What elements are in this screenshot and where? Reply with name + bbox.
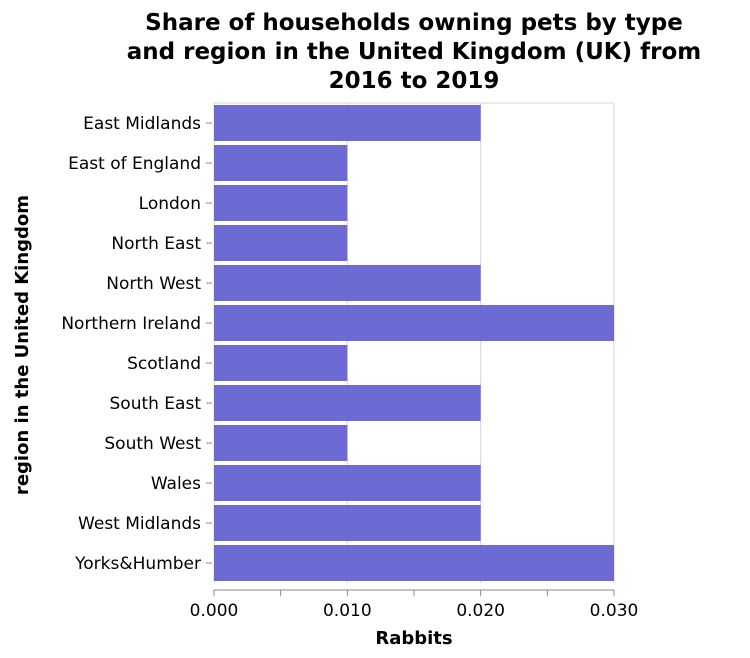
y-tick-label: Yorks&Humber bbox=[74, 554, 201, 574]
y-tick-label: Scotland bbox=[127, 354, 201, 374]
y-tick-label: London bbox=[139, 194, 201, 214]
bar-london bbox=[214, 185, 348, 221]
y-tick-label: Wales bbox=[151, 474, 201, 494]
bars bbox=[214, 105, 614, 581]
y-axis: East Midlands East of England London North … bbox=[61, 114, 212, 574]
chart-title: Share of households owning pets by type a… bbox=[127, 10, 702, 94]
bar-scotland bbox=[214, 345, 348, 381]
y-tick-label: East of England bbox=[68, 154, 201, 174]
bar-west-midlands bbox=[214, 505, 481, 541]
y-tick-label: South West bbox=[104, 434, 201, 454]
bar-wales bbox=[214, 465, 481, 501]
y-tick-label: West Midlands bbox=[78, 514, 201, 534]
x-tick-label: 0.000 bbox=[190, 601, 239, 621]
bar-northern-ireland bbox=[214, 305, 614, 341]
y-tick-label: East Midlands bbox=[83, 114, 201, 134]
bar-yorks-humber bbox=[214, 545, 614, 581]
chart-title-line: 2016 to 2019 bbox=[329, 68, 500, 94]
chart-title-line: Share of households owning pets by type bbox=[145, 10, 683, 36]
x-tick-label: 0.010 bbox=[323, 601, 372, 621]
y-tick-label: Northern Ireland bbox=[61, 314, 201, 334]
x-axis-label: Rabbits bbox=[375, 628, 452, 649]
y-tick-label: South East bbox=[110, 394, 202, 414]
bar-north-west bbox=[214, 265, 481, 301]
x-axis: 0.000 0.010 0.020 0.030 bbox=[190, 589, 639, 621]
chart-title-line: and region in the United Kingdom (UK) fr… bbox=[127, 39, 702, 65]
bar-south-east bbox=[214, 385, 481, 421]
y-tick-label: North East bbox=[111, 234, 201, 254]
x-tick-label: 0.030 bbox=[590, 601, 639, 621]
y-axis-label: region in the United Kingdom bbox=[12, 195, 33, 495]
bar-east-midlands bbox=[214, 105, 481, 141]
bar-south-west bbox=[214, 425, 348, 461]
y-tick-label: North West bbox=[106, 274, 201, 294]
x-tick-label: 0.020 bbox=[456, 601, 505, 621]
bar-north-east bbox=[214, 225, 348, 261]
bar-east-of-england bbox=[214, 145, 348, 181]
grid-lines bbox=[213, 102, 615, 583]
